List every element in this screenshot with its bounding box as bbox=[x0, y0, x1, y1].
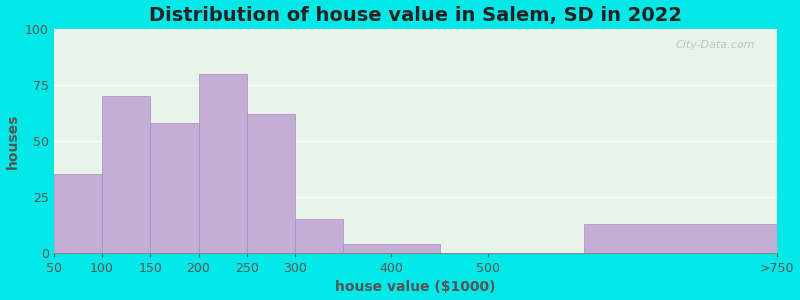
Bar bbox=[246, 114, 295, 253]
Bar bbox=[102, 96, 150, 253]
Bar bbox=[295, 219, 343, 253]
Bar bbox=[150, 123, 198, 253]
Y-axis label: houses: houses bbox=[6, 113, 19, 169]
Bar bbox=[343, 244, 440, 253]
Title: Distribution of house value in Salem, SD in 2022: Distribution of house value in Salem, SD… bbox=[149, 6, 682, 25]
Bar bbox=[584, 224, 777, 253]
Text: City-Data.com: City-Data.com bbox=[676, 40, 755, 50]
X-axis label: house value ($1000): house value ($1000) bbox=[335, 280, 496, 294]
Bar bbox=[54, 175, 102, 253]
Bar bbox=[198, 74, 246, 253]
